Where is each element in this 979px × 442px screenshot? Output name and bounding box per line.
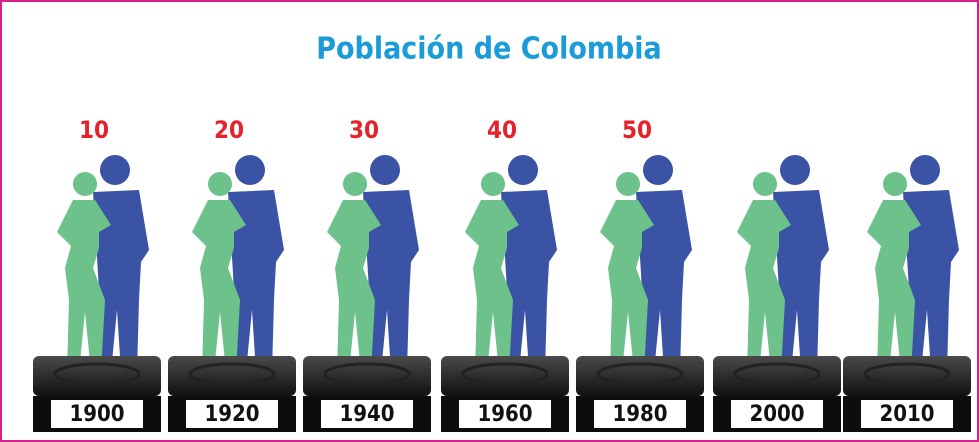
- man-head: [910, 155, 940, 185]
- pedestal-top: [576, 356, 704, 396]
- figure-label: 10: [79, 116, 109, 144]
- year: 2010: [879, 402, 934, 427]
- pedestal-top: [843, 356, 971, 396]
- pedestal-top: [33, 356, 161, 396]
- year: 1940: [339, 402, 394, 427]
- woman-head: [616, 172, 640, 196]
- pedestal-top: [441, 356, 569, 396]
- year: 1920: [204, 402, 259, 427]
- man-head: [780, 155, 810, 185]
- woman-head: [753, 172, 777, 196]
- man-head: [370, 155, 400, 185]
- man-head: [100, 155, 130, 185]
- woman-head: [208, 172, 232, 196]
- year: 2000: [749, 402, 804, 427]
- figure-label: 30: [349, 116, 379, 144]
- man-head: [508, 155, 538, 185]
- infographic: Población de Colombia 1900 10 1920 20 1940 30…: [0, 0, 979, 442]
- man-head: [235, 155, 265, 185]
- year: 1900: [69, 402, 124, 427]
- figure-label: 20: [214, 116, 244, 144]
- woman-head: [883, 172, 907, 196]
- pedestal-top: [303, 356, 431, 396]
- pedestal-top: [168, 356, 296, 396]
- year: 1960: [477, 402, 532, 427]
- pedestal-top: [713, 356, 841, 396]
- figure-label: 40: [487, 116, 517, 144]
- title: Población de Colombia: [316, 32, 662, 67]
- woman-head: [343, 172, 367, 196]
- man-head: [643, 155, 673, 185]
- year: 1980: [612, 402, 667, 427]
- woman-head: [73, 172, 97, 196]
- figure-label: 50: [622, 116, 652, 144]
- woman-head: [481, 172, 505, 196]
